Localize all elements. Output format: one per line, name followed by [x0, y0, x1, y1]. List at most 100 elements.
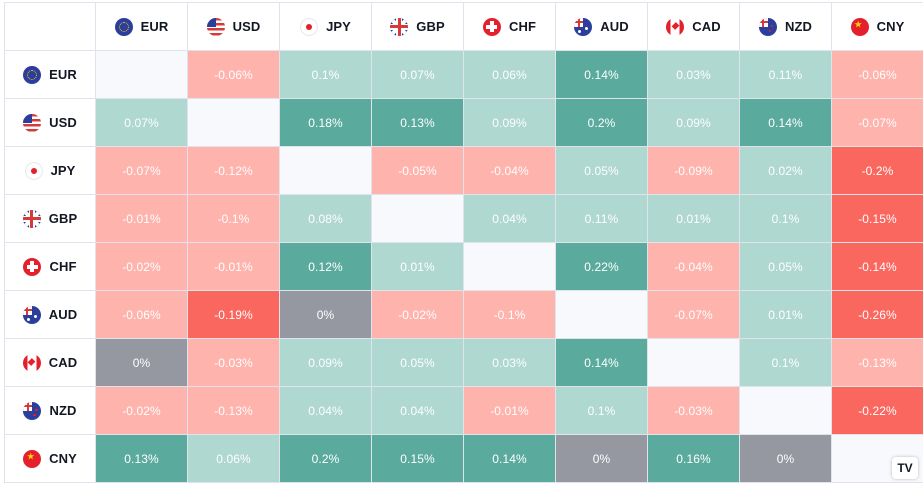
diagonal-cell — [188, 99, 280, 147]
rate-cell[interactable]: 0.07% — [96, 99, 188, 147]
rate-cell[interactable]: 0.03% — [648, 51, 740, 99]
rate-cell[interactable]: 0.01% — [648, 195, 740, 243]
rate-cell[interactable]: -0.03% — [648, 387, 740, 435]
rate-cell[interactable]: -0.03% — [188, 339, 280, 387]
rate-cell[interactable]: 0.1% — [556, 387, 648, 435]
rate-cell[interactable]: -0.06% — [188, 51, 280, 99]
rate-cell[interactable]: 0.11% — [556, 195, 648, 243]
column-header-usd[interactable]: USD — [188, 3, 280, 51]
rate-cell[interactable]: 0.02% — [740, 147, 832, 195]
rate-cell[interactable]: 0.04% — [280, 387, 372, 435]
row-header-label: CNY — [49, 451, 77, 466]
column-header-label: USD — [232, 19, 261, 34]
rate-cell[interactable]: 0.2% — [556, 99, 648, 147]
rate-cell[interactable]: -0.13% — [832, 339, 923, 387]
row-header-gbp[interactable]: GBP — [5, 195, 96, 243]
rate-cell[interactable]: 0% — [556, 435, 648, 483]
rate-cell[interactable]: -0.1% — [188, 195, 280, 243]
column-header-eur[interactable]: EUR — [96, 3, 188, 51]
rate-cell[interactable]: 0.06% — [464, 51, 556, 99]
rate-cell[interactable]: -0.22% — [832, 387, 923, 435]
rate-cell[interactable]: 0.01% — [740, 291, 832, 339]
rate-cell[interactable]: 0.18% — [280, 99, 372, 147]
currency-heatmap: EUR USD JPY GBP CHF AUD CAD NZD ★ CNY EUR -0.06% 0.1… — [4, 2, 923, 483]
column-header-aud[interactable]: AUD — [556, 3, 648, 51]
rate-cell[interactable]: 0.11% — [740, 51, 832, 99]
rate-cell[interactable]: -0.06% — [832, 51, 923, 99]
rate-cell[interactable]: 0% — [740, 435, 832, 483]
row-header-aud[interactable]: AUD — [5, 291, 96, 339]
rate-cell[interactable]: 0.14% — [556, 339, 648, 387]
rate-cell[interactable]: 0.04% — [372, 387, 464, 435]
rate-cell[interactable]: -0.02% — [96, 243, 188, 291]
column-header-label: CAD — [692, 19, 721, 34]
rate-cell[interactable]: -0.05% — [372, 147, 464, 195]
rate-cell[interactable]: 0.07% — [372, 51, 464, 99]
rate-cell[interactable]: 0.14% — [740, 99, 832, 147]
rate-cell[interactable]: 0.13% — [372, 99, 464, 147]
rate-cell[interactable]: 0.05% — [740, 243, 832, 291]
row-header-eur[interactable]: EUR — [5, 51, 96, 99]
row-header-chf[interactable]: CHF — [5, 243, 96, 291]
rate-cell[interactable]: 0.15% — [372, 435, 464, 483]
rate-cell[interactable]: -0.14% — [832, 243, 923, 291]
rate-cell[interactable]: -0.01% — [96, 195, 188, 243]
rate-cell[interactable]: 0.16% — [648, 435, 740, 483]
rate-cell[interactable]: -0.07% — [648, 291, 740, 339]
rate-cell[interactable]: 0.05% — [556, 147, 648, 195]
rate-cell[interactable]: -0.06% — [96, 291, 188, 339]
rate-cell[interactable]: -0.07% — [832, 99, 923, 147]
row-header-nzd[interactable]: NZD — [5, 387, 96, 435]
row-header-label: CAD — [48, 355, 78, 370]
rate-cell[interactable]: 0.06% — [188, 435, 280, 483]
rate-cell[interactable]: 0.01% — [372, 243, 464, 291]
rate-cell[interactable]: 0.22% — [556, 243, 648, 291]
tradingview-logo-icon[interactable]: TV — [892, 457, 918, 479]
rate-cell[interactable]: 0.1% — [740, 339, 832, 387]
rate-cell[interactable]: 0.03% — [464, 339, 556, 387]
rate-cell[interactable]: 0.1% — [280, 51, 372, 99]
column-header-cad[interactable]: CAD — [648, 3, 740, 51]
rate-cell[interactable]: 0.12% — [280, 243, 372, 291]
rate-cell[interactable]: 0.04% — [464, 195, 556, 243]
rate-cell[interactable]: 0% — [96, 339, 188, 387]
rate-cell[interactable]: -0.07% — [96, 147, 188, 195]
rate-cell[interactable]: 0.09% — [648, 99, 740, 147]
rate-cell[interactable]: 0.14% — [464, 435, 556, 483]
rate-cell[interactable]: 0.14% — [556, 51, 648, 99]
rate-cell[interactable]: 0.05% — [372, 339, 464, 387]
rate-cell[interactable]: 0.1% — [740, 195, 832, 243]
rate-cell[interactable]: 0.08% — [280, 195, 372, 243]
rate-cell[interactable]: -0.2% — [832, 147, 923, 195]
column-header-gbp[interactable]: GBP — [372, 3, 464, 51]
rate-cell[interactable]: -0.01% — [188, 243, 280, 291]
column-header-cny[interactable]: ★ CNY — [832, 3, 923, 51]
rate-cell[interactable]: -0.04% — [648, 243, 740, 291]
rate-cell[interactable]: -0.1% — [464, 291, 556, 339]
row-header-usd[interactable]: USD — [5, 99, 96, 147]
rate-cell[interactable]: -0.19% — [188, 291, 280, 339]
au-flag-icon — [22, 305, 41, 324]
diagonal-cell — [280, 147, 372, 195]
rate-cell[interactable]: -0.12% — [188, 147, 280, 195]
rate-cell[interactable]: -0.02% — [96, 387, 188, 435]
column-header-jpy[interactable]: JPY — [280, 3, 372, 51]
rate-cell[interactable]: -0.04% — [464, 147, 556, 195]
diagonal-cell — [372, 195, 464, 243]
rate-cell[interactable]: -0.26% — [832, 291, 923, 339]
row-header-jpy[interactable]: JPY — [5, 147, 96, 195]
row-header-cny[interactable]: ★ CNY — [5, 435, 96, 483]
rate-cell[interactable]: -0.02% — [372, 291, 464, 339]
rate-cell[interactable]: 0% — [280, 291, 372, 339]
rate-cell[interactable]: 0.09% — [280, 339, 372, 387]
rate-cell[interactable]: -0.15% — [832, 195, 923, 243]
rate-cell[interactable]: 0.09% — [464, 99, 556, 147]
rate-cell[interactable]: 0.13% — [96, 435, 188, 483]
rate-cell[interactable]: 0.2% — [280, 435, 372, 483]
rate-cell[interactable]: -0.09% — [648, 147, 740, 195]
rate-cell[interactable]: -0.01% — [464, 387, 556, 435]
rate-cell[interactable]: -0.13% — [188, 387, 280, 435]
column-header-nzd[interactable]: NZD — [740, 3, 832, 51]
column-header-chf[interactable]: CHF — [464, 3, 556, 51]
row-header-cad[interactable]: CAD — [5, 339, 96, 387]
